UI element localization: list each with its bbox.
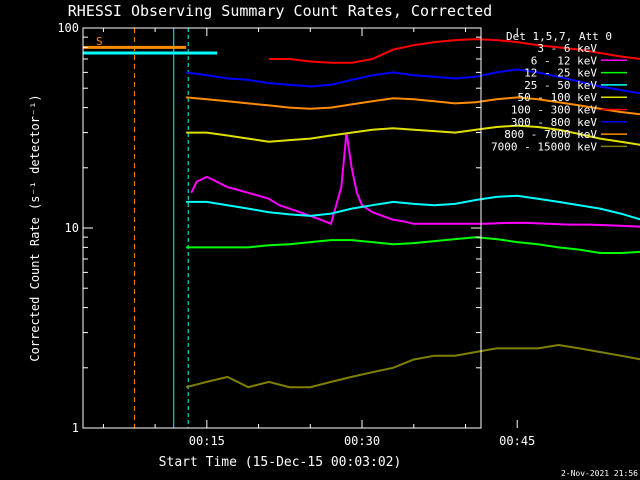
series-line-1 bbox=[190, 157, 640, 317]
legend-label: 25 - 50 keV bbox=[524, 79, 597, 92]
legend-label: 50 - 100 keV bbox=[518, 91, 598, 104]
series-line-5 bbox=[186, 124, 640, 146]
x-axis-label: Start Time (15-Dec-15 00:03:02) bbox=[159, 455, 402, 470]
y-tick-label: 1 bbox=[72, 421, 79, 435]
x-tick-label: 00:30 bbox=[344, 434, 380, 448]
series-layer bbox=[185, 38, 640, 389]
x-tick-label: 00:15 bbox=[189, 434, 225, 448]
date-stamp: 2-Nov-2021 21:56 bbox=[561, 469, 638, 478]
legend-label: 6 - 12 keV bbox=[531, 54, 598, 67]
y-tick-label: 100 bbox=[57, 21, 79, 35]
y-axis-label: Corrected Count Rate (s⁻¹ detector⁻¹) bbox=[28, 94, 42, 361]
series-line-2 bbox=[190, 132, 640, 228]
legend-label: 12 - 25 keV bbox=[524, 67, 597, 80]
series-line-6 bbox=[268, 38, 640, 64]
series-line-7 bbox=[185, 68, 640, 95]
series-line-8 bbox=[186, 96, 640, 116]
legend-label: 300 - 800 keV bbox=[511, 116, 597, 129]
s-annotation: S bbox=[96, 35, 103, 48]
legend-label: 800 - 7000 keV bbox=[504, 128, 597, 141]
x-tick-label: 00:45 bbox=[499, 434, 535, 448]
y-tick-label: 10 bbox=[65, 221, 79, 235]
series-line-4 bbox=[186, 194, 640, 221]
series-line-3 bbox=[186, 236, 640, 254]
legend-label: 7000 - 15000 keV bbox=[491, 140, 597, 153]
legend-label: 100 - 300 keV bbox=[511, 104, 597, 117]
series-line-9 bbox=[185, 343, 640, 389]
overlay-layer bbox=[83, 28, 218, 428]
chart-title: RHESSI Observing Summary Count Rates, Co… bbox=[68, 2, 492, 20]
legend-label: 3 - 6 keV bbox=[537, 42, 597, 55]
legend-title: Det 1,5,7, Att 0 bbox=[506, 30, 612, 43]
